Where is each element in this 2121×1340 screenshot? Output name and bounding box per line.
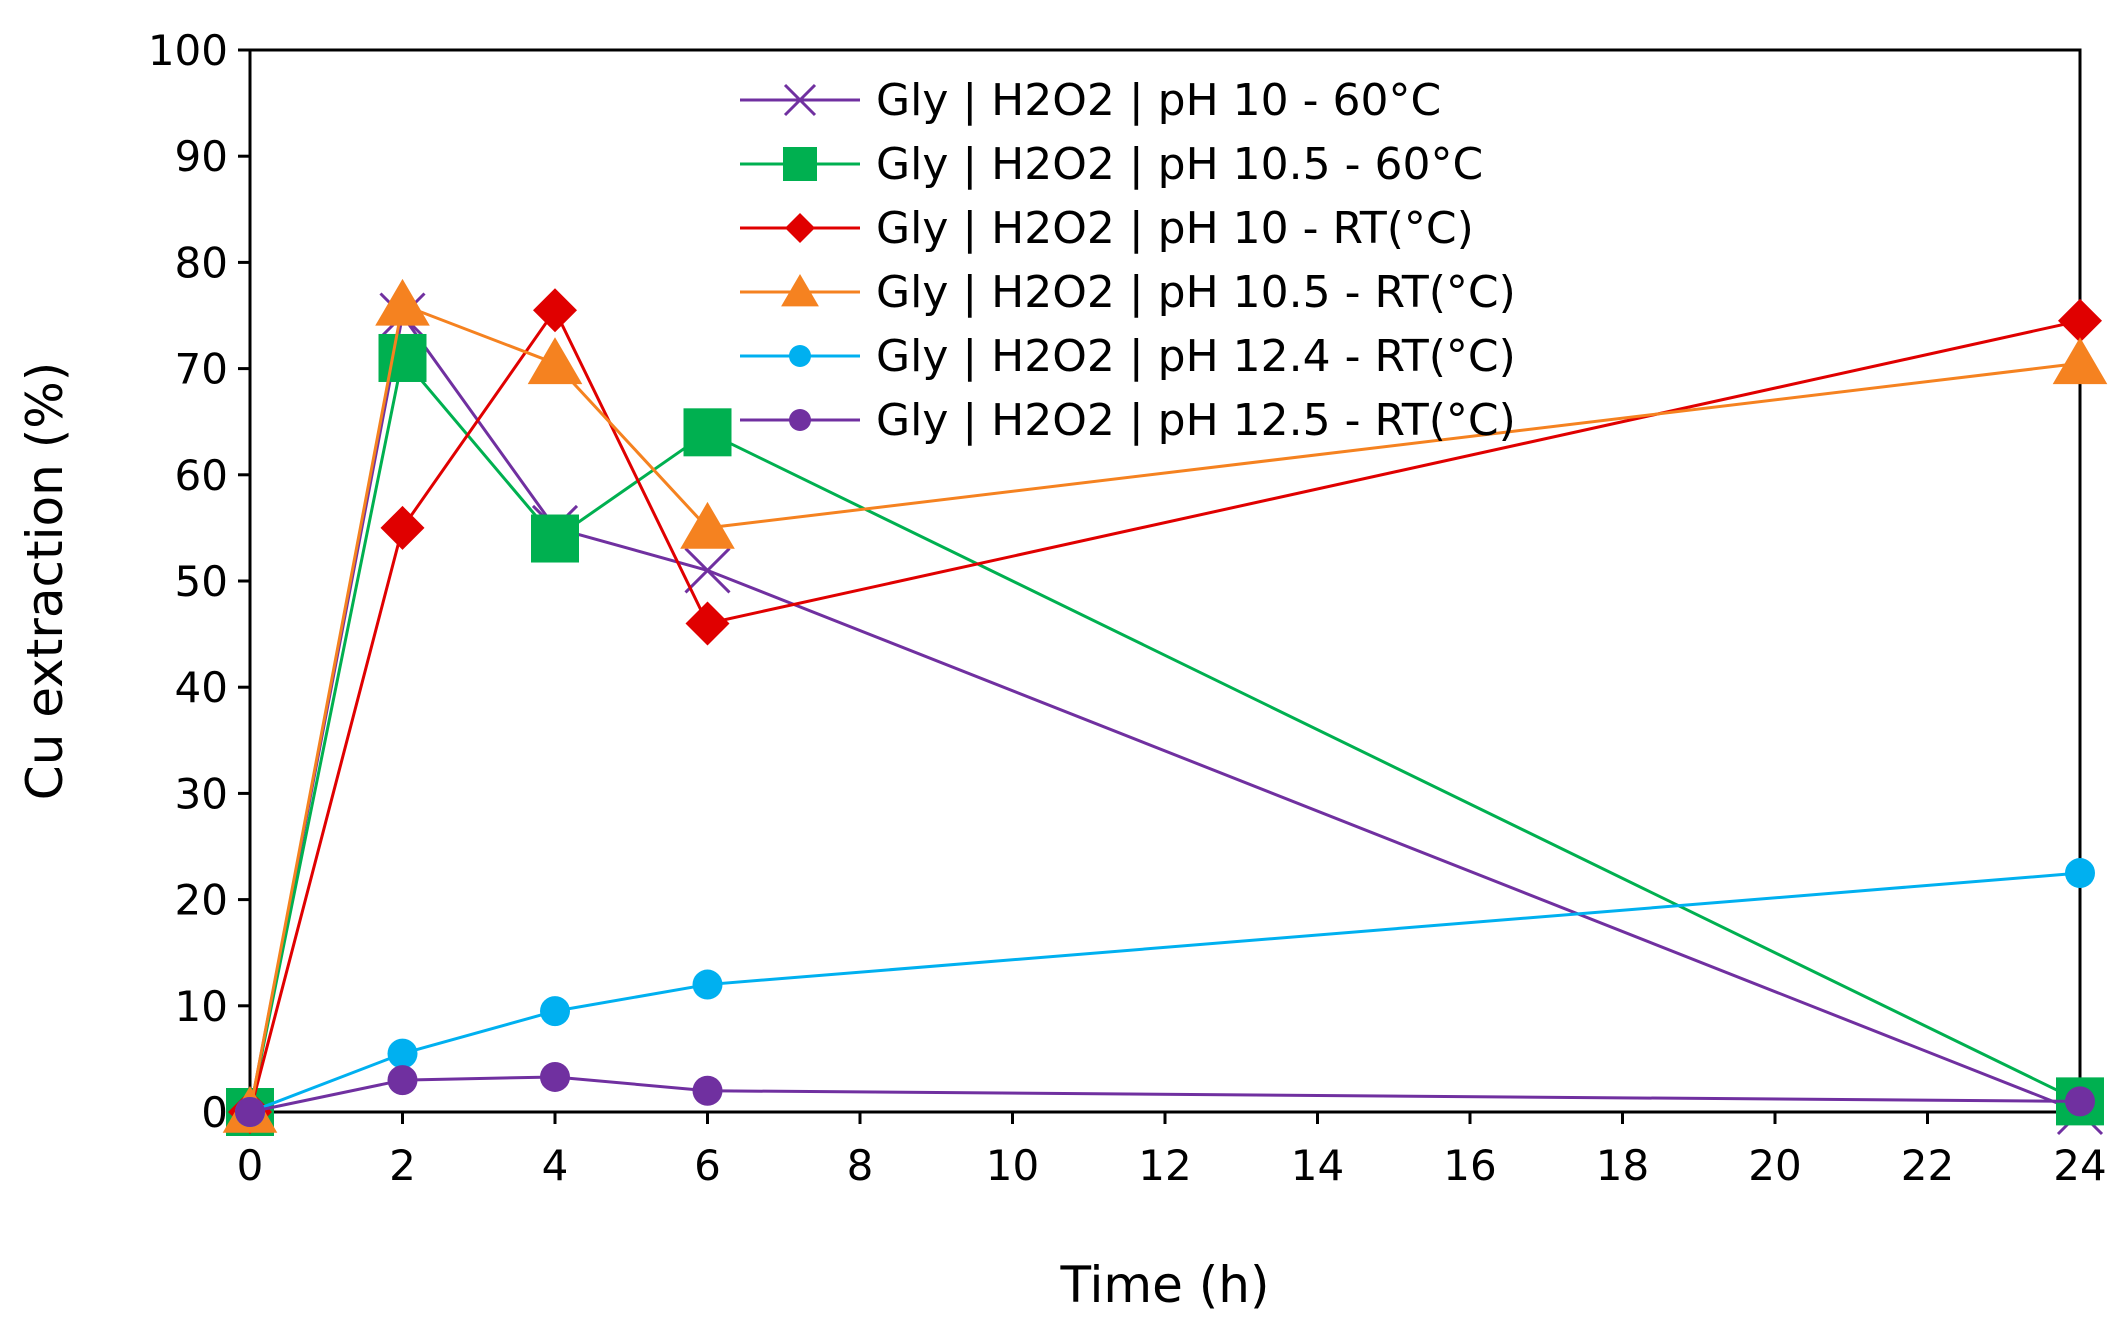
data-point [375, 278, 430, 326]
y-tick-label: 60 [175, 451, 228, 500]
legend: Gly | H2O2 | pH 10 - 60°C Gly | H2O2 | pH… [740, 75, 1516, 446]
x-tick-label: 16 [1443, 1141, 1496, 1190]
legend-entry: Gly | H2O2 | pH 12.4 - RT(°C) [740, 331, 1516, 382]
x-tick-label: 0 [237, 1141, 264, 1190]
series-3 [228, 288, 2102, 1134]
legend-label: Gly | H2O2 | pH 12.4 - RT(°C) [876, 331, 1516, 382]
legend-entry: Gly | H2O2 | pH 10 - 60°C [740, 75, 1441, 126]
legend-marker [785, 213, 815, 243]
data-point [527, 337, 583, 385]
data-point [685, 601, 730, 646]
legend-label: Gly | H2O2 | pH 10 - RT(°C) [876, 203, 1474, 254]
x-tick-label: 24 [2053, 1141, 2106, 1190]
data-point [2065, 858, 2095, 889]
legend-label: Gly | H2O2 | pH 10 - 60°C [876, 75, 1441, 126]
legend-entry: Gly | H2O2 | pH 10 - RT(°C) [740, 203, 1474, 254]
x-tick-label: 20 [1748, 1141, 1801, 1190]
data-point [235, 1097, 265, 1127]
y-tick-label: 90 [175, 132, 228, 181]
legend-marker [781, 274, 819, 307]
y-tick-label: 50 [175, 557, 228, 606]
y-tick-label: 20 [175, 876, 228, 925]
x-tick-label: 6 [694, 1141, 721, 1190]
legend-marker [783, 83, 817, 117]
legend-entry: Gly | H2O2 | pH 12.5 - RT(°C) [740, 395, 1516, 446]
legend-entry: Gly | H2O2 | pH 10.5 - 60°C [740, 139, 1483, 190]
legend-label: Gly | H2O2 | pH 10.5 - 60°C [876, 139, 1483, 190]
data-point [683, 408, 732, 457]
legend-label: Gly | H2O2 | pH 10.5 - RT(°C) [876, 267, 1516, 318]
data-point [387, 1038, 418, 1069]
y-tick-label: 40 [175, 663, 228, 712]
data-point [378, 333, 427, 382]
x-tick-label: 18 [1596, 1141, 1649, 1190]
x-tick-label: 2 [389, 1141, 416, 1190]
y-axis: 0 10 20 30 40 50 60 70 80 90 100 [148, 26, 250, 1137]
data-point [692, 1075, 723, 1106]
legend-marker [789, 409, 811, 431]
data-point [692, 969, 723, 1000]
data-point [540, 996, 570, 1027]
y-tick-label: 70 [175, 345, 228, 394]
data-point [2058, 298, 2102, 343]
y-tick-label: 30 [175, 769, 228, 818]
x-axis: 0 2 4 6 8 10 12 14 16 18 20 22 24 [237, 1112, 2107, 1190]
x-tick-label: 14 [1291, 1141, 1344, 1190]
y-tick-label: 100 [148, 26, 228, 75]
legend-entry: Gly | H2O2 | pH 10.5 - RT(°C) [740, 267, 1516, 318]
data-point [680, 501, 735, 549]
series-6 [235, 1061, 2095, 1127]
y-axis-title: Cu extraction (%) [16, 362, 74, 800]
plot-area [248, 48, 2082, 1114]
x-tick-label: 4 [542, 1141, 569, 1190]
data-point [2065, 1086, 2095, 1117]
series-layer [222, 278, 2108, 1136]
data-point [2052, 337, 2108, 385]
y-tick-label: 0 [201, 1088, 228, 1137]
legend-marker [789, 345, 811, 367]
x-tick-label: 10 [986, 1141, 1039, 1190]
y-tick-label: 10 [175, 982, 228, 1031]
data-point [387, 1065, 418, 1096]
data-point [531, 514, 579, 563]
series-4 [222, 278, 2108, 1133]
data-point [533, 288, 577, 333]
x-tick-label: 8 [847, 1141, 874, 1190]
x-tick-label: 22 [1901, 1141, 1954, 1190]
y-tick-label: 80 [175, 238, 228, 287]
data-point [540, 1061, 570, 1092]
x-tick-label: 12 [1138, 1141, 1191, 1190]
x-axis-title: Time (h) [1060, 1256, 1270, 1314]
data-point [380, 505, 425, 550]
legend-marker [783, 147, 817, 181]
legend-label: Gly | H2O2 | pH 12.5 - RT(°C) [876, 395, 1516, 446]
data-point [684, 547, 731, 594]
